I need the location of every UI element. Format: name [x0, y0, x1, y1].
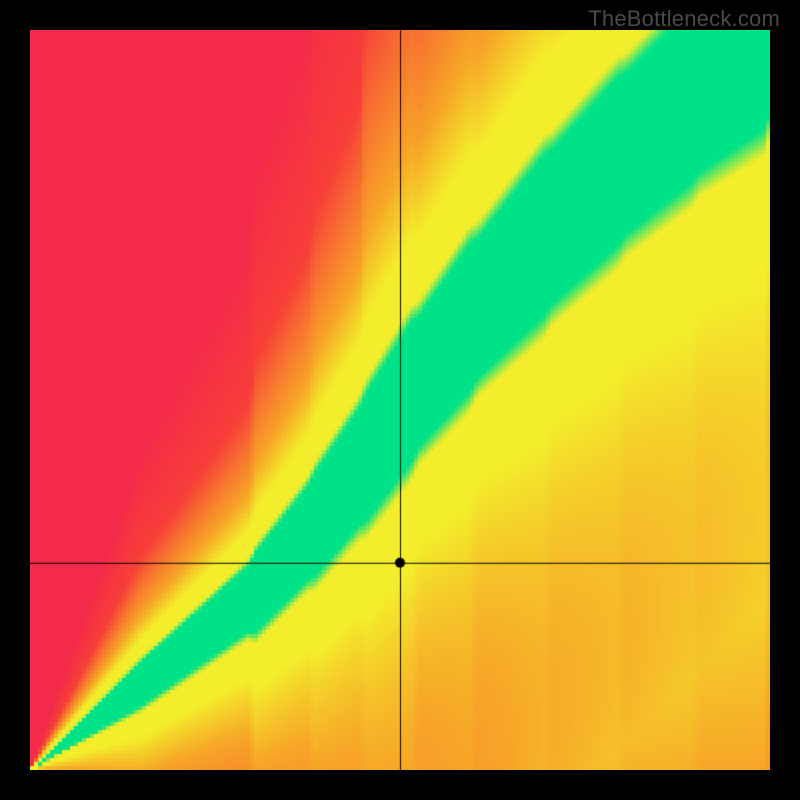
watermark-text: TheBottleneck.com: [588, 6, 780, 32]
bottleneck-heatmap: [30, 30, 770, 770]
